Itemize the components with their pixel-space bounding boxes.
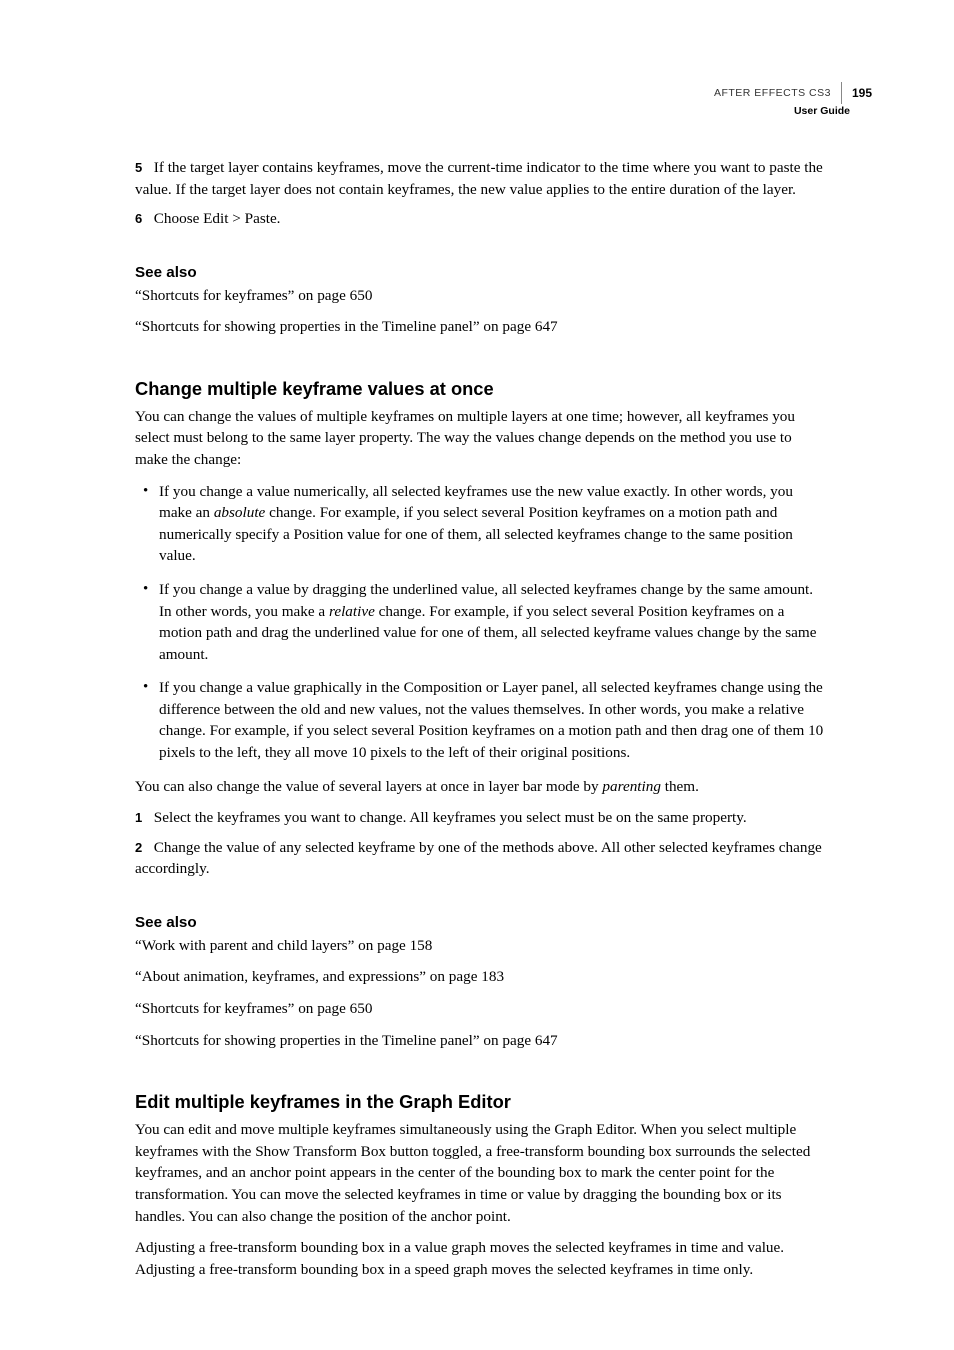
- step-5: 5 If the target layer contains keyframes…: [135, 157, 824, 200]
- step-text: If the target layer contains keyframes, …: [135, 159, 823, 198]
- body-paragraph: You can also change the value of several…: [135, 776, 824, 798]
- document-page: AFTER EFFECTS CS3 195 User Guide 5 If th…: [0, 0, 954, 1350]
- text-run: You can also change the value of several…: [135, 778, 602, 795]
- see-also-heading: See also: [135, 264, 824, 281]
- text-run: them.: [661, 778, 699, 795]
- step-2: 2 Change the value of any selected keyfr…: [135, 837, 824, 880]
- page-number: 195: [852, 86, 872, 100]
- step-number: 1: [135, 809, 150, 827]
- header-subtitle: User Guide: [714, 105, 850, 117]
- emphasis: parenting: [602, 778, 661, 795]
- section-heading-change-multiple: Change multiple keyframe values at once: [135, 378, 824, 400]
- cross-reference[interactable]: “Shortcuts for showing properties in the…: [135, 316, 824, 338]
- emphasis: absolute: [214, 504, 265, 521]
- step-text: Select the keyframes you want to change.…: [154, 809, 747, 826]
- page-header: AFTER EFFECTS CS3 195 User Guide: [714, 82, 872, 117]
- product-name: AFTER EFFECTS CS3: [714, 87, 831, 99]
- cross-reference[interactable]: “Shortcuts for showing properties in the…: [135, 1030, 824, 1052]
- step-6: 6 Choose Edit > Paste.: [135, 208, 824, 230]
- list-item: If you change a value by dragging the un…: [135, 579, 824, 665]
- step-number: 2: [135, 839, 150, 857]
- cross-reference[interactable]: “Shortcuts for keyframes” on page 650: [135, 998, 824, 1020]
- step-text: Change the value of any selected keyfram…: [135, 839, 822, 878]
- cross-reference[interactable]: “About animation, keyframes, and express…: [135, 966, 824, 988]
- see-also-heading: See also: [135, 914, 824, 931]
- list-item: If you change a value numerically, all s…: [135, 481, 824, 567]
- step-number: 6: [135, 210, 150, 228]
- step-text: Choose Edit > Paste.: [154, 210, 281, 227]
- body-paragraph: Adjusting a free-transform bounding box …: [135, 1237, 824, 1280]
- section-heading-edit-multiple: Edit multiple keyframes in the Graph Edi…: [135, 1091, 824, 1113]
- list-item: If you change a value graphically in the…: [135, 677, 824, 763]
- bullet-list: If you change a value numerically, all s…: [135, 481, 824, 764]
- header-separator: [841, 82, 842, 104]
- step-1: 1 Select the keyframes you want to chang…: [135, 807, 824, 829]
- cross-reference[interactable]: “Work with parent and child layers” on p…: [135, 935, 824, 957]
- cross-reference[interactable]: “Shortcuts for keyframes” on page 650: [135, 285, 824, 307]
- page-content: 5 If the target layer contains keyframes…: [135, 157, 824, 1280]
- body-paragraph: You can change the values of multiple ke…: [135, 406, 824, 471]
- emphasis: relative: [329, 603, 375, 620]
- step-number: 5: [135, 159, 150, 177]
- body-paragraph: You can edit and move multiple keyframes…: [135, 1119, 824, 1227]
